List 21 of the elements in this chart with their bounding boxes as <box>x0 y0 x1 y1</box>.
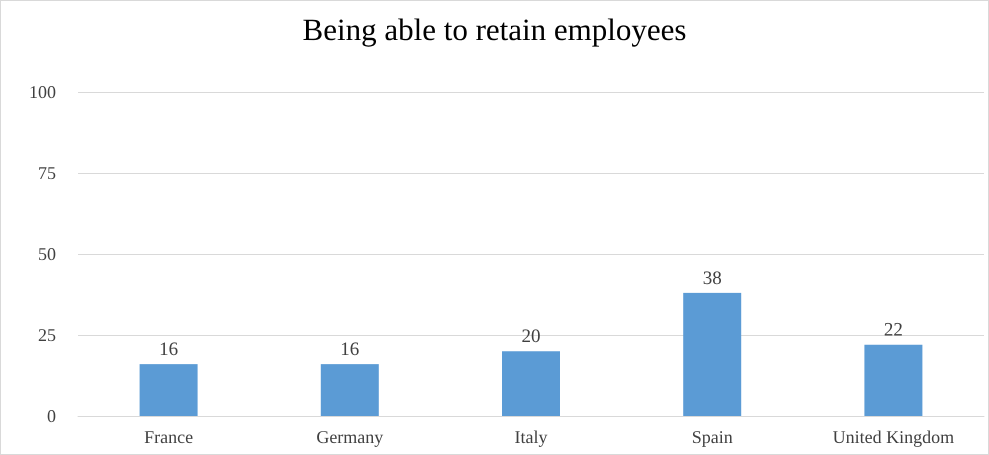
bar <box>320 364 379 416</box>
x-tick-label: Spain <box>692 427 733 447</box>
data-label: 38 <box>702 268 722 289</box>
x-tick-label: France <box>144 427 194 447</box>
y-tick-label: 25 <box>38 325 56 345</box>
bar <box>502 351 560 416</box>
y-tick-label: 100 <box>29 82 56 102</box>
y-tick-label: 75 <box>38 163 56 183</box>
bar <box>864 344 922 416</box>
x-tick-label: Germany <box>316 427 384 447</box>
data-label: 16 <box>159 339 178 360</box>
bar <box>683 292 742 416</box>
bar <box>140 364 198 416</box>
data-label: 16 <box>340 339 360 360</box>
data-label: 22 <box>884 320 903 341</box>
x-tick-label: Italy <box>514 427 548 447</box>
x-tick-label: United Kingdom <box>832 427 954 447</box>
y-tick-label: 0 <box>47 406 56 426</box>
y-tick-label: 50 <box>38 244 56 264</box>
data-label: 20 <box>522 326 540 348</box>
chart-title: Being able to retain employees <box>302 12 686 47</box>
